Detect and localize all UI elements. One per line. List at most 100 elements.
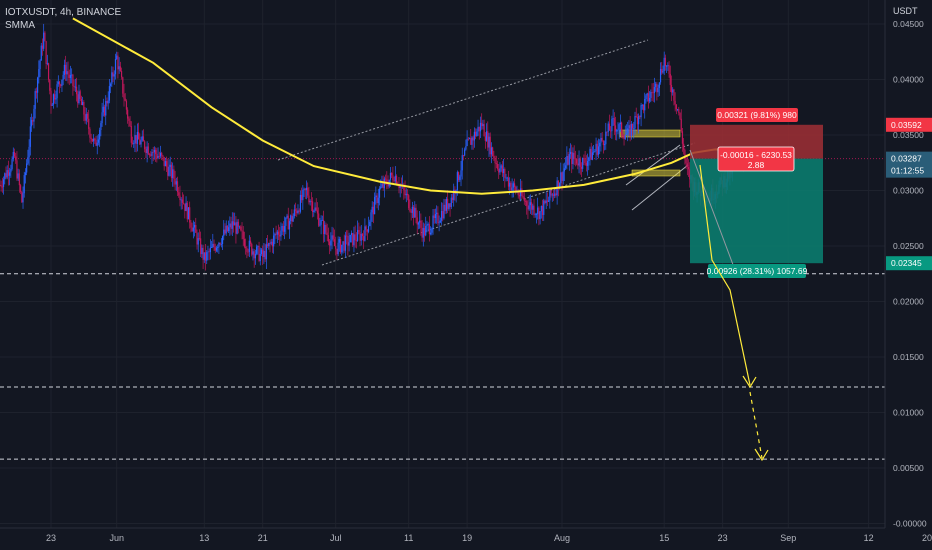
candle-body [213, 243, 215, 248]
candle-body [68, 74, 70, 79]
candle-body [204, 252, 207, 261]
candle-body [387, 184, 389, 187]
candle-body [148, 154, 151, 156]
candle-body [365, 226, 367, 230]
candle-body [657, 87, 659, 93]
candle-body [9, 172, 11, 176]
candle-body [202, 247, 204, 260]
candle-body [645, 95, 647, 100]
candle-body [297, 210, 299, 214]
candle-body [54, 94, 56, 100]
candle-body [186, 202, 188, 220]
candle-body [629, 125, 631, 137]
y-tick-label: 0.00500 [893, 463, 924, 473]
candle-body [378, 188, 381, 198]
candle-body [120, 71, 123, 78]
candle-body [658, 82, 660, 88]
candle-body [494, 158, 496, 164]
candle-body [633, 128, 635, 129]
candle-body [260, 249, 263, 255]
candle-body [465, 146, 467, 150]
x-tick-label: 12 [864, 533, 874, 543]
candle-body [669, 73, 671, 86]
candle-body [203, 252, 205, 260]
candle-body [549, 190, 551, 201]
x-tick-label: Jun [109, 533, 124, 543]
candle-body [576, 159, 578, 164]
candle-body [347, 236, 349, 246]
candle-body [114, 59, 117, 75]
candle-body [541, 206, 544, 215]
candle-body [510, 182, 512, 191]
candle-body [105, 100, 107, 116]
candle-body [2, 179, 5, 187]
candle-body [557, 180, 559, 189]
candle-body [493, 156, 495, 159]
candle-body [569, 151, 572, 155]
candle-body [231, 221, 233, 229]
candle-body [419, 220, 421, 223]
candle-body [498, 168, 500, 173]
candle-body [370, 212, 372, 222]
candle-body [288, 221, 291, 230]
candle-body [680, 118, 682, 132]
candle-body [181, 199, 183, 203]
candle-body [130, 126, 132, 143]
candle-body [470, 138, 472, 145]
candle-body [628, 125, 630, 129]
x-tick-label: 20 [922, 533, 932, 543]
candle-body [684, 149, 686, 159]
candle-body [590, 148, 592, 160]
candle-body [489, 136, 491, 155]
candle-body [262, 249, 264, 257]
candle-body [621, 122, 623, 135]
candle-body [117, 55, 119, 70]
candle-body [597, 146, 600, 155]
candle-body [212, 243, 214, 247]
candle-body [164, 161, 166, 167]
candle-body [523, 197, 525, 202]
candle-body [131, 142, 134, 144]
candle-body [326, 232, 328, 236]
candle-body [85, 113, 87, 121]
candle-body [33, 108, 35, 122]
candle-body [119, 66, 121, 72]
candle-body [153, 149, 156, 153]
candle-body [62, 74, 64, 80]
candle-body [320, 220, 322, 225]
current-price-label: 0.03287 [891, 154, 922, 164]
candle-body [471, 137, 473, 145]
candle-body [343, 241, 345, 251]
candle-body [585, 162, 587, 166]
candle-body [611, 118, 613, 132]
candle-body [140, 140, 142, 145]
candle-body [567, 155, 569, 165]
candle-body [444, 204, 446, 211]
candle-body [277, 231, 280, 235]
candle-body [18, 173, 20, 186]
candle-body [44, 32, 46, 42]
candle-body [218, 242, 220, 248]
candle-body [674, 100, 676, 105]
candle-body [192, 227, 194, 232]
candle-body [22, 193, 24, 203]
candle-body [224, 229, 226, 234]
candle-body [550, 190, 552, 196]
wedge-upper-line [625, 144, 681, 186]
candle-body [666, 65, 668, 67]
y-tick-label: 0.04000 [893, 75, 924, 85]
candle-body [45, 41, 47, 64]
candle-body [683, 143, 685, 150]
candles-group [0, 23, 744, 271]
candle-body [219, 242, 221, 245]
candle-body [678, 109, 680, 113]
candle-body [578, 158, 580, 166]
candle-body [543, 200, 545, 215]
candle-body [173, 169, 175, 179]
candle-body [103, 106, 106, 116]
candle-body [468, 138, 471, 140]
candle-body [513, 183, 516, 187]
candle-body [624, 134, 626, 139]
candle-body [269, 242, 271, 244]
